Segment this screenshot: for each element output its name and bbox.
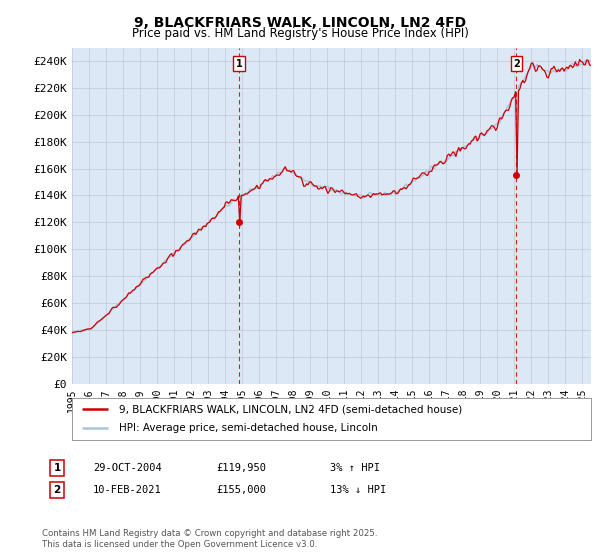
Text: Contains HM Land Registry data © Crown copyright and database right 2025.
This d: Contains HM Land Registry data © Crown c… [42, 529, 377, 549]
Text: 1: 1 [53, 463, 61, 473]
Text: 10-FEB-2021: 10-FEB-2021 [93, 485, 162, 495]
Text: Price paid vs. HM Land Registry's House Price Index (HPI): Price paid vs. HM Land Registry's House … [131, 27, 469, 40]
Text: £155,000: £155,000 [216, 485, 266, 495]
Text: 13% ↓ HPI: 13% ↓ HPI [330, 485, 386, 495]
Text: 2: 2 [513, 59, 520, 69]
Text: 9, BLACKFRIARS WALK, LINCOLN, LN2 4FD (semi-detached house): 9, BLACKFRIARS WALK, LINCOLN, LN2 4FD (s… [119, 404, 462, 414]
Text: 29-OCT-2004: 29-OCT-2004 [93, 463, 162, 473]
Text: 3% ↑ HPI: 3% ↑ HPI [330, 463, 380, 473]
Text: 1: 1 [236, 59, 242, 69]
Text: £119,950: £119,950 [216, 463, 266, 473]
Text: 2: 2 [53, 485, 61, 495]
Text: HPI: Average price, semi-detached house, Lincoln: HPI: Average price, semi-detached house,… [119, 423, 377, 433]
Text: 9, BLACKFRIARS WALK, LINCOLN, LN2 4FD: 9, BLACKFRIARS WALK, LINCOLN, LN2 4FD [134, 16, 466, 30]
